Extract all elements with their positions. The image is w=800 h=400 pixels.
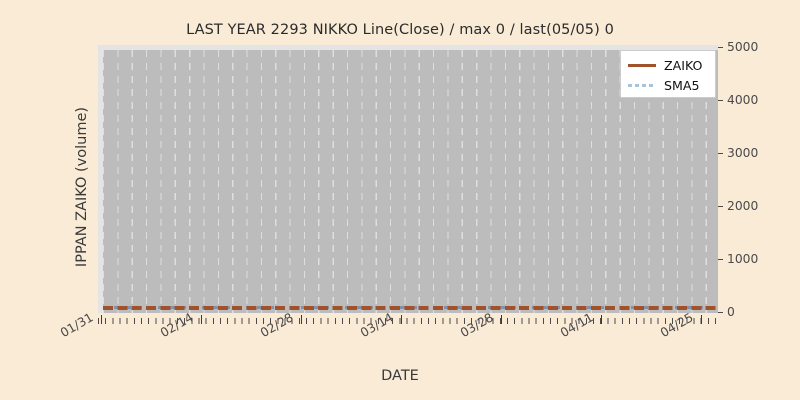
legend-swatch-sma5-icon	[627, 79, 657, 91]
y-tick-3000: 3000	[718, 146, 758, 160]
series-line-zaiko	[103, 306, 718, 310]
y-tick-1000: 1000	[718, 252, 758, 266]
legend-label-sma5: SMA5	[664, 77, 700, 93]
x-tickmark-0314-icon	[401, 315, 403, 324]
y-tick-label: 1000	[727, 252, 759, 266]
y-tick-label: 5000	[727, 40, 759, 54]
y-tick-4000: 4000	[718, 93, 758, 107]
legend-item-sma5[interactable]: SMA5	[627, 75, 709, 95]
page-title: LAST YEAR 2293 NIKKO Line(Close) / max 0…	[186, 22, 614, 38]
plot-area	[98, 45, 718, 313]
y-tick-2000: 2000	[718, 199, 758, 213]
legend-item-zaiko[interactable]: ZAIKO	[627, 55, 709, 75]
x-tick-label-0425: 04/25	[658, 310, 696, 341]
legend-label-zaiko: ZAIKO	[664, 57, 703, 73]
y-tickmark-icon	[718, 100, 723, 101]
x-tick-label-0228: 02/28	[258, 310, 296, 341]
series-layer	[103, 305, 718, 313]
y-tick-label: 4000	[727, 93, 759, 107]
vertical-gridlines	[103, 50, 718, 313]
legend[interactable]: ZAIKO SMA5	[620, 50, 716, 98]
y-tickmark-icon	[718, 206, 723, 207]
x-tick-label-0131: 01/31	[58, 310, 96, 341]
y-tickmark-icon	[718, 153, 723, 154]
x-tickmark-0228-icon	[301, 315, 303, 324]
x-tickmark-0214-icon	[201, 315, 203, 324]
plot-background	[103, 50, 718, 313]
y-tick-0: 0	[718, 305, 735, 319]
x-tickmark-0411-icon	[601, 315, 603, 324]
x-tickmark-0131-icon	[101, 315, 103, 324]
y-tickmark-icon	[718, 312, 723, 313]
y-tick-label: 0	[727, 305, 735, 319]
x-axis-label: DATE	[381, 368, 419, 384]
x-tick-label-0314: 03/14	[358, 310, 396, 341]
y-tick-5000: 5000	[718, 40, 758, 54]
y-tick-label: 3000	[727, 146, 759, 160]
y-axis-label: IPPAN ZAIKO (volume)	[74, 106, 90, 268]
legend-swatch-zaiko-icon	[627, 59, 657, 71]
x-tickmark-0425-icon	[701, 315, 703, 324]
x-tickmark-0328-icon	[501, 315, 503, 324]
x-tick-label-0328: 03/28	[458, 310, 496, 341]
y-tick-label: 2000	[727, 199, 759, 213]
x-tick-label-0411: 04/11	[558, 310, 596, 341]
y-tickmark-icon	[718, 259, 723, 260]
y-tickmark-icon	[718, 47, 723, 48]
x-axis-minor-ticks	[98, 318, 718, 324]
x-tick-label-0214: 02/14	[158, 310, 196, 341]
